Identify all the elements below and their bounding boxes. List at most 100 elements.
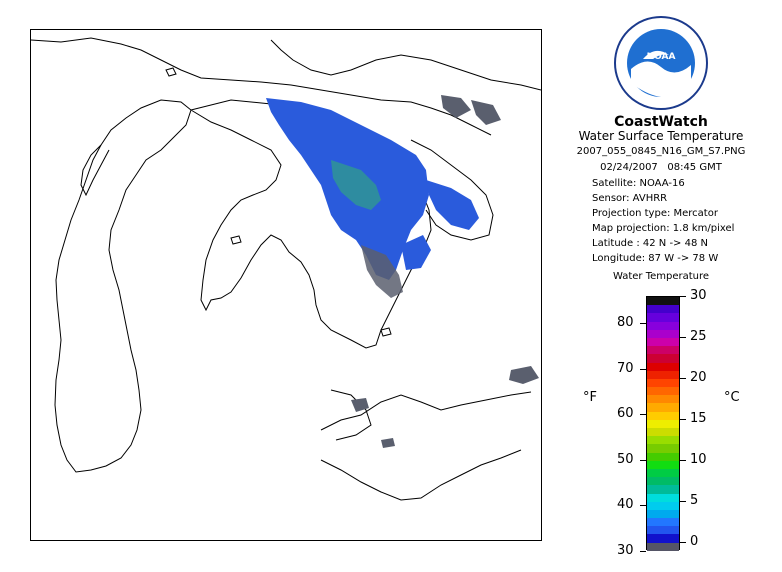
fahrenheit-tick-label: 30 [617,542,634,558]
image-time: 08:45 GMT [667,162,722,173]
celsius-tick [680,500,686,502]
coastlines [31,37,541,501]
image-filename: 2007_055_0845_N16_GM_S7.PNG [576,146,746,157]
fahrenheit-tick [640,414,646,416]
celsius-tick-label: 0 [690,533,699,549]
celsius-tick-label: 25 [690,328,707,344]
page-subtitle: Water Surface Temperature [578,129,744,143]
color-swatch [647,297,679,306]
cloud-patch-5 [471,100,501,125]
color-swatch [647,485,679,494]
small-island [230,235,242,245]
logo-text: NOAA [647,52,676,62]
celsius-tick-label: 30 [690,288,707,303]
map-canvas [31,37,541,501]
color-swatch [647,305,679,314]
color-swatch [647,526,679,535]
sst-coverage [266,95,539,448]
color-swatch [647,534,679,543]
georgian-bay-shore [410,139,494,241]
color-swatch [647,436,679,445]
fahrenheit-tick-label: 80 [617,315,634,331]
fahrenheit-tick [640,505,646,507]
page-title: CoastWatch [614,114,708,130]
color-swatch [647,313,679,322]
fahrenheit-tick-label: 60 [617,406,634,422]
color-swatch [647,509,679,519]
lake-michigan-shore [54,99,192,473]
fahrenheit-tick-label: 40 [617,497,634,513]
lake-erie-south-shore [320,449,522,501]
celsius-tick-label: 20 [690,369,707,385]
georgian-bay-sst [426,180,479,230]
color-swatch [647,419,679,428]
scale-title: Water Temperature [612,271,710,282]
color-swatch [647,337,679,347]
color-swatch [647,329,679,338]
image-date: 02/24/2007 [600,162,658,173]
color-swatch [647,378,679,388]
latitude-label: Latitude : 42 N -> 48 N [592,238,708,249]
green-bay-shore [80,144,110,197]
color-swatch [647,403,679,412]
color-swatch [647,428,679,437]
color-swatch [647,321,679,330]
color-swatch [647,468,679,478]
celsius-tick-label: 10 [690,451,707,467]
color-swatch [647,370,679,379]
lake-huron-sst-core [331,160,381,210]
color-swatch [647,501,679,510]
longitude-label: Longitude: 87 W -> 78 W [592,253,719,264]
projection-label: Projection type: Mercator [592,208,718,219]
celsius-tick [680,377,686,379]
color-swatch [647,452,679,461]
color-swatch [647,460,679,469]
satellite-label: Satellite: NOAA-16 [592,178,685,189]
celsius-tick [680,541,686,543]
cloud-patch-1 [509,366,539,384]
cloud-patch-4 [441,95,471,118]
color-swatch [647,362,679,371]
color-scale-bar [646,296,680,551]
noaa-logo: NOAA [614,16,708,110]
fahrenheit-unit: °F [583,390,597,405]
fahrenheit-tick [640,550,646,552]
color-swatch [647,354,679,363]
map-projection-label: Map projection: 1.8 km/pixel [592,223,735,234]
color-swatch [647,493,679,502]
saginaw-sst [401,235,431,270]
cloud-patch-2 [351,398,369,412]
small-island-2 [165,67,177,77]
northern-shore [31,37,492,136]
cloud-patch-3 [381,438,395,448]
fahrenheit-tick [640,368,646,370]
celsius-unit: °C [724,390,740,405]
color-swatch [647,411,679,420]
lower-peninsula-shore [189,99,432,349]
color-swatch [647,387,679,396]
sensor-label: Sensor: AVHRR [592,193,668,204]
color-swatch [647,395,679,404]
image-datetime: 02/24/2007 08:45 GMT [540,162,782,174]
celsius-tick [680,336,686,338]
color-swatch [647,346,679,355]
color-swatch [647,444,679,453]
fahrenheit-tick-label: 50 [617,451,634,467]
fahrenheit-tick-label: 70 [617,360,634,376]
superior-shore [270,39,541,91]
celsius-tick-label: 5 [690,492,699,508]
sst-map[interactable] [30,29,542,541]
color-swatch [647,477,679,486]
fahrenheit-tick [640,323,646,325]
fahrenheit-tick [640,459,646,461]
small-island-3 [380,327,392,337]
color-swatch [647,518,679,527]
celsius-tick [680,459,686,461]
celsius-tick-label: 15 [690,410,707,426]
color-swatch [647,542,679,551]
cloud-edge [361,245,403,298]
lake-erie-shore [320,391,532,431]
saginaw-bay [330,389,372,441]
celsius-tick [680,296,686,297]
celsius-tick [680,418,686,420]
